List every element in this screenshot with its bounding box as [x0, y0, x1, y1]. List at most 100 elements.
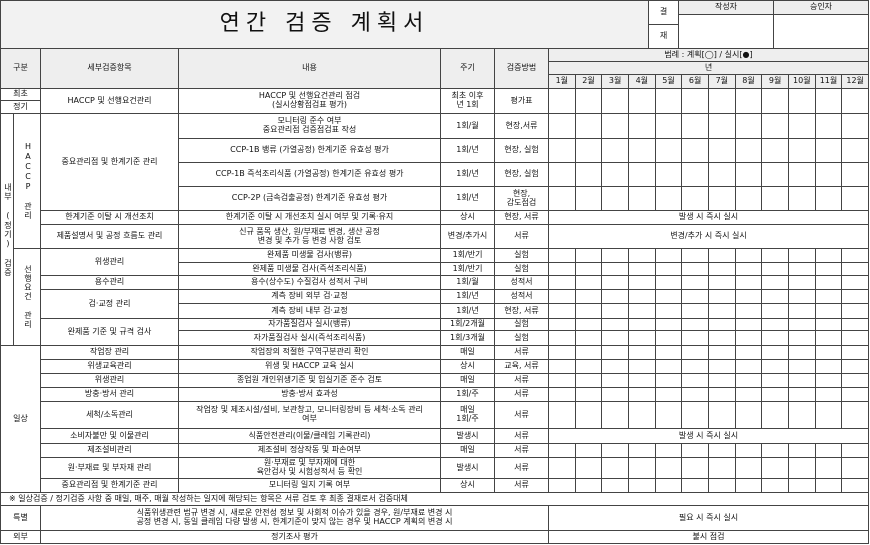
schedule-cell: [814, 345, 843, 360]
schedule-cell: [708, 186, 736, 211]
schedule-cell: [734, 373, 763, 388]
item-cell: 작업장 관리: [40, 345, 179, 360]
document-title: 연간 검증 계획서: [0, 0, 649, 49]
schedule-cell: [654, 88, 683, 114]
schedule-cell: [788, 330, 816, 346]
schedule-cell: [841, 275, 869, 290]
schedule-cell: [788, 162, 816, 187]
schedule-cell: [574, 303, 603, 319]
schedule-cell: [788, 289, 816, 304]
schedule-cell: [654, 275, 683, 290]
schedule-cell: [601, 303, 629, 319]
cycle-cell: 1회/년: [440, 162, 495, 187]
schedule-cell: [654, 443, 683, 458]
schedule-cell: [681, 138, 709, 163]
schedule-cell: [814, 138, 843, 163]
schedule-cell: [841, 162, 869, 187]
schedule-cell: [708, 457, 736, 479]
schedule-cell: [681, 248, 709, 263]
schedule-cell: [734, 248, 763, 263]
item-cell: 제품설명서 및 공정 흐름도 관리: [40, 224, 179, 249]
schedule-cell: [761, 359, 789, 374]
item-cell: 세척/소독관리: [40, 401, 179, 429]
schedule-cell: [574, 113, 603, 139]
schedule-cell: [761, 138, 789, 163]
method-cell: 평가표: [494, 88, 549, 114]
schedule-cell: [574, 262, 603, 276]
schedule-cell: [841, 186, 869, 211]
schedule-cell: [761, 345, 789, 360]
approval-label-bottom: 재: [648, 24, 679, 49]
schedule-cell: [788, 359, 816, 374]
method-cell: 현장,서류: [494, 113, 549, 139]
item-cell: 중요관리점 및 한계기준 관리: [40, 478, 179, 493]
schedule-cell: [654, 248, 683, 263]
schedule-cell: [654, 303, 683, 319]
cycle-cell: 매일: [440, 443, 495, 458]
schedule-cell: [681, 401, 709, 429]
month-header: 3월: [601, 74, 629, 89]
cycle-cell: 상시: [440, 210, 495, 225]
schedule-cell: [708, 359, 736, 374]
item-cell: 방충·방서 관리: [40, 387, 179, 402]
header-category: 구분: [0, 48, 41, 89]
schedule-cell: [628, 330, 656, 346]
schedule-cell: [788, 478, 816, 493]
cycle-cell: 상시: [440, 478, 495, 493]
header-legend: 범례 : 계획[◯] / 실시[●]: [548, 48, 869, 62]
schedule-cell: [601, 443, 629, 458]
month-header: 11월: [814, 74, 843, 89]
schedule-cell: [734, 330, 763, 346]
content-cell: CCP-1B 즉석조리식품 (가열공정) 한계기준 유효성 평가: [178, 162, 441, 187]
month-header: 5월: [654, 74, 683, 89]
schedule-cell: [734, 275, 763, 290]
schedule-cell: [601, 330, 629, 346]
schedule-cell: [761, 401, 789, 429]
method-cell: 현장, 실험: [494, 138, 549, 163]
schedule-cell: [841, 373, 869, 388]
group-prereq: 선행요건 관리: [13, 248, 41, 346]
schedule-cell: [788, 457, 816, 479]
schedule-cell: [761, 113, 789, 139]
item-cell: 원·부재료 및 부자재 관리: [40, 457, 179, 479]
schedule-cell: [628, 113, 656, 139]
schedule-cell: [574, 478, 603, 493]
schedule-cell: [814, 373, 843, 388]
schedule-cell: [574, 289, 603, 304]
schedule-cell: [601, 88, 629, 114]
content-cell: 한계기준 이탈 시 개선조치 실시 여부 및 기록·유지: [178, 210, 441, 225]
schedule-cell: [681, 387, 709, 402]
note-row: ※ 일상검증 / 정기검증 사항 중 매일, 매주, 매월 작성하는 일지에 해…: [0, 492, 869, 506]
schedule-cell: [681, 303, 709, 319]
schedule-cell: [548, 275, 576, 290]
schedule-cell: [628, 248, 656, 263]
content-cell: 원·부재료 및 부자재에 대한 육안검사 및 시험성적서 등 확인: [178, 457, 441, 479]
external-span: 불시 점검: [548, 530, 869, 544]
method-cell: 성적서: [494, 275, 549, 290]
content-cell: 모니터링 준수 여부 중요관리점 검증점검표 작성: [178, 113, 441, 139]
header-method: 검증방법: [494, 48, 549, 89]
schedule-cell: [548, 345, 576, 360]
schedule-cell: [548, 186, 576, 211]
content-cell: 작업장 및 제조시설/설비, 보관창고, 모니터링장비 등 세척·소독 관리 여…: [178, 401, 441, 429]
schedule-cell: [734, 359, 763, 374]
schedule-cell: [788, 387, 816, 402]
schedule-cell: [628, 457, 656, 479]
schedule-cell: [841, 113, 869, 139]
content-cell: 용수(상수도) 수질검사 성적서 구비: [178, 275, 441, 290]
schedule-cell: [708, 443, 736, 458]
schedule-cell: [761, 457, 789, 479]
schedule-cell: [788, 373, 816, 388]
schedule-cell: [814, 289, 843, 304]
group-haccp: HACCP 관리: [13, 113, 41, 249]
schedule-cell: [708, 275, 736, 290]
schedule-cell: [654, 162, 683, 187]
method-cell: 현장, 서류: [494, 210, 549, 225]
special-span: 필요 시 즉시 실시: [548, 505, 869, 531]
schedule-cell: [708, 289, 736, 304]
cycle-cell: 상시: [440, 359, 495, 374]
schedule-cell: [601, 387, 629, 402]
approval-label-top: 결: [648, 0, 679, 25]
schedule-cell: [601, 262, 629, 276]
